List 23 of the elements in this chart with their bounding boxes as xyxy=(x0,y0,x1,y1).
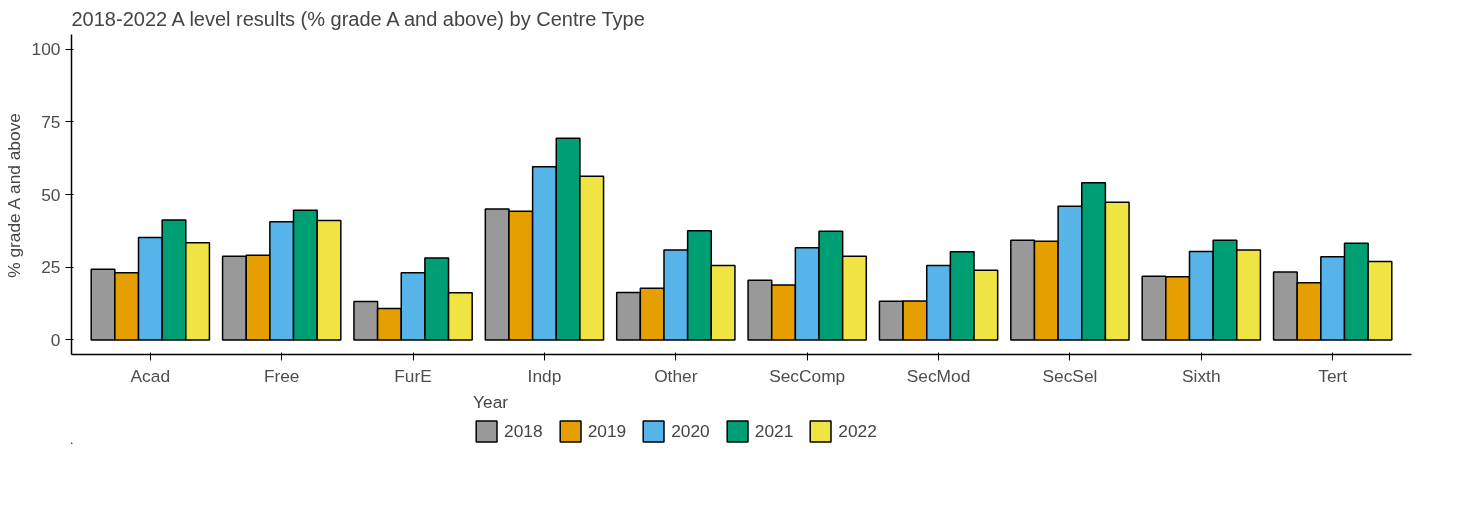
y-tick-label: 0 xyxy=(50,329,61,350)
x-tick-label: SecSel xyxy=(1042,365,1098,386)
y-tick-label: 100 xyxy=(31,39,61,60)
legend-label: 2020 xyxy=(671,420,710,442)
x-tick-label: Acad xyxy=(130,365,171,386)
x-tick-label: SecComp xyxy=(769,365,846,386)
legend-label: 2022 xyxy=(838,420,877,442)
x-tick-label: Tert xyxy=(1318,365,1348,386)
y-axis-title: % grade A and above xyxy=(3,113,24,278)
y-tick-label: 25 xyxy=(41,257,61,278)
x-tick-label: Indp xyxy=(527,365,562,386)
x-tick-label: Free xyxy=(263,365,300,386)
x-tick-label: FurE xyxy=(394,365,432,386)
x-tick-label: Sixth xyxy=(1182,365,1221,386)
x-tick-label: Other xyxy=(654,365,698,386)
x-tick-label: SecMod xyxy=(906,365,971,386)
chart-title: 2018-2022 A level results (% grade A and above) by Centre Type xyxy=(71,7,645,30)
legend-label: 2019 xyxy=(587,420,627,442)
legend-label: 2018 xyxy=(504,420,543,442)
legend-label: 2021 xyxy=(754,420,794,442)
legend-title: Year xyxy=(473,392,510,413)
y-tick-label: 75 xyxy=(41,111,61,132)
y-tick-label: 50 xyxy=(41,184,61,205)
